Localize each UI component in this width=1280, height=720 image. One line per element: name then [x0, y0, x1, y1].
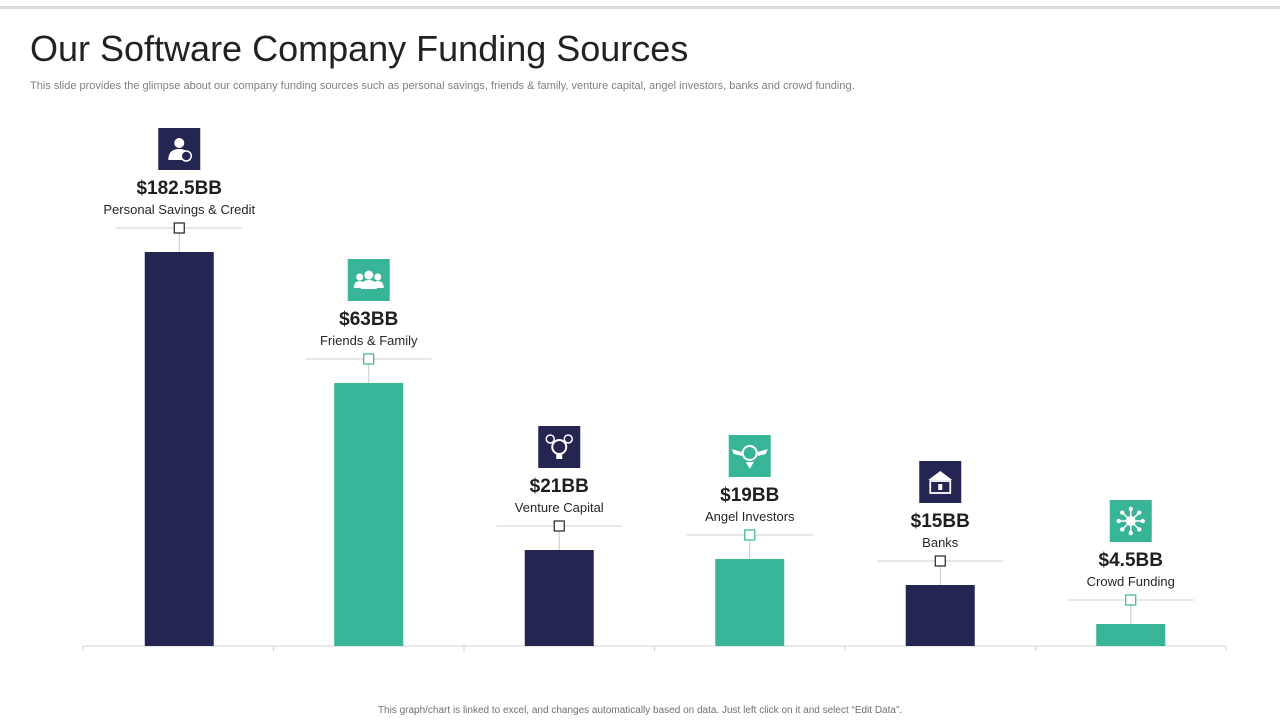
bar[interactable]: [905, 585, 975, 646]
venture-bulb-icon: [538, 426, 581, 468]
value-label: $63BB: [339, 309, 398, 330]
network-icon: [1109, 500, 1152, 542]
bar[interactable]: [1096, 624, 1166, 646]
marker-square: [553, 520, 565, 532]
bar[interactable]: [524, 550, 594, 646]
value-label: $15BB: [911, 511, 970, 532]
category-label: Venture Capital: [515, 500, 604, 515]
marker-square: [1125, 594, 1137, 606]
people-icon: [347, 259, 390, 301]
page-title: Our Software Company Funding Sources: [30, 28, 689, 69]
value-label: $21BB: [530, 476, 589, 497]
category-label: Personal Savings & Credit: [103, 202, 255, 217]
page-subtitle: This slide provides the glimpse about ou…: [30, 80, 855, 92]
value-label: $182.5BB: [136, 178, 222, 199]
footnote: This graph/chart is linked to excel, and…: [377, 705, 903, 716]
category-label: Banks: [922, 535, 959, 550]
top-rule: [0, 6, 1280, 9]
category-label: Friends & Family: [320, 333, 418, 348]
category-label: Crowd Funding: [1087, 574, 1175, 589]
investor-icon: [158, 128, 201, 170]
bar[interactable]: [144, 252, 214, 646]
marker-square: [744, 529, 756, 541]
marker-square: [363, 353, 375, 365]
winged-coin-icon: [728, 435, 771, 477]
bar[interactable]: [334, 383, 404, 646]
bank-icon: [919, 461, 962, 503]
value-label: $4.5BB: [1099, 550, 1163, 571]
marker-square: [173, 222, 185, 234]
marker-square: [934, 555, 946, 567]
category-label: Angel Investors: [705, 509, 795, 524]
bar[interactable]: [715, 559, 785, 646]
value-label: $19BB: [720, 485, 779, 506]
